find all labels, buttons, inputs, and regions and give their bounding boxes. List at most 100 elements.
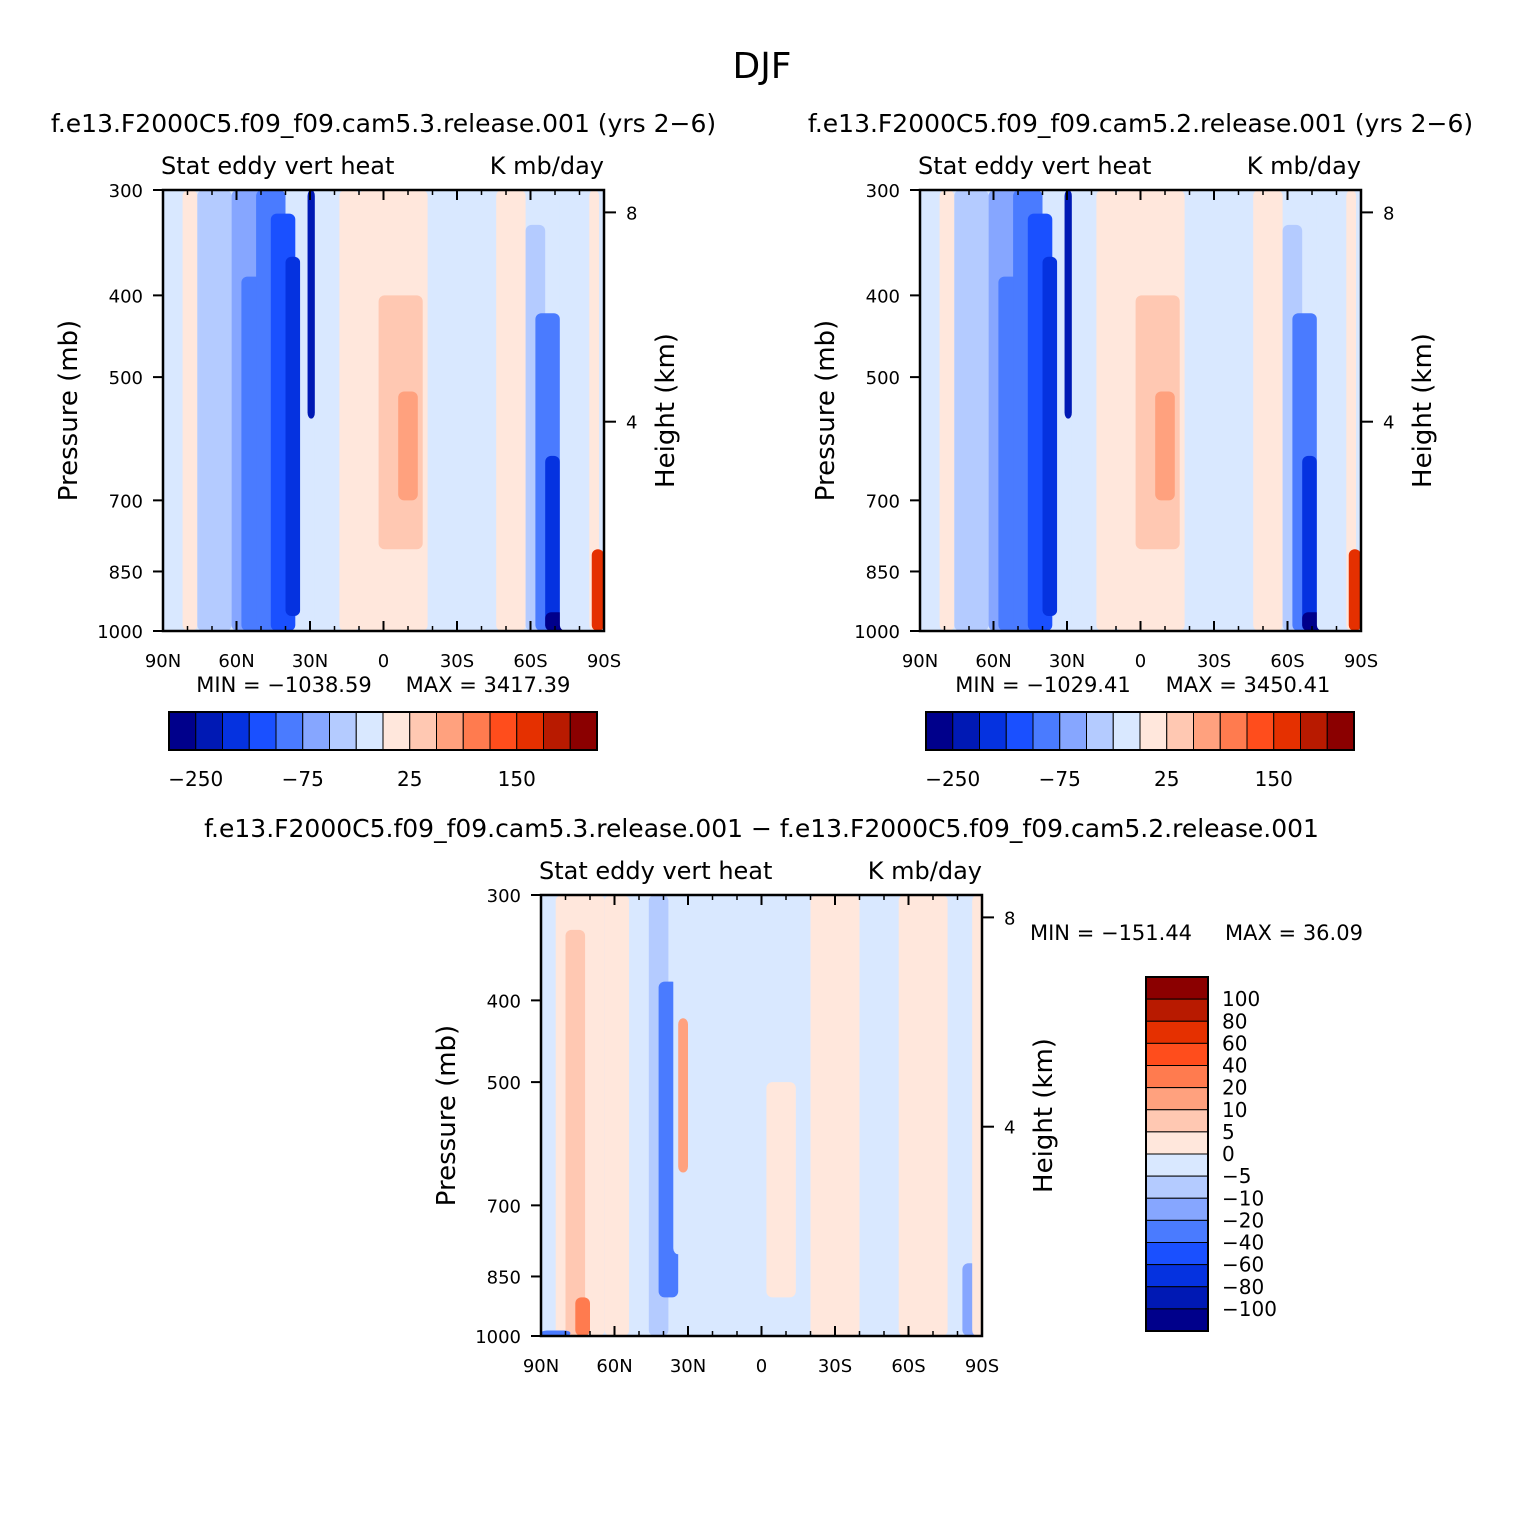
contour-region <box>314 190 340 631</box>
contour-region <box>545 455 560 631</box>
max-label: MAX = 36.09 <box>1225 921 1363 945</box>
x-tick-label: 60N <box>218 651 254 672</box>
y-tick-label: 300 <box>487 886 521 907</box>
colorbar-box <box>1219 711 1248 751</box>
colorbar-box <box>1145 1308 1209 1332</box>
panel-title: f.e13.F2000C5.f09_f09.cam5.3.release.001… <box>51 109 716 138</box>
panel-title: f.e13.F2000C5.f09_f09.cam5.2.release.001… <box>808 109 1473 138</box>
colorbar-box <box>1005 711 1034 751</box>
y2-axis-label: Height (km) <box>1408 333 1438 488</box>
contour-region <box>939 190 955 631</box>
contour-region <box>1253 190 1283 631</box>
contour-region <box>859 895 899 1336</box>
contour-region <box>1302 455 1317 631</box>
y-tick-label: 300 <box>109 181 143 202</box>
y-axis-label: Pressure (mb) <box>811 320 841 501</box>
x-tick-label: 30N <box>1049 651 1085 672</box>
contour-region <box>898 895 948 1336</box>
y2-tick-label: 8 <box>1383 203 1394 224</box>
min-label: MIN = −1038.59 <box>196 673 371 697</box>
contour-region <box>1155 391 1175 501</box>
x-tick-label: 30S <box>1197 651 1231 672</box>
y-tick-label: 1000 <box>475 1327 521 1348</box>
colorbar-label: −250 <box>168 767 223 791</box>
contour-region <box>947 895 968 1336</box>
colorbar-box <box>248 711 277 751</box>
colorbar-label: 150 <box>1255 767 1293 791</box>
colorbar-label: 40 <box>1222 1054 1247 1078</box>
colorbar-box <box>1300 711 1328 751</box>
x-tick-label: 60N <box>596 1356 632 1377</box>
colorbar-label: −100 <box>1222 1297 1277 1321</box>
colorbar-box <box>1145 1286 1209 1310</box>
colorbar-box <box>1145 998 1209 1022</box>
colorbar-box <box>1145 1264 1209 1288</box>
y-tick-label: 850 <box>487 1267 521 1288</box>
contour-region <box>678 1018 688 1173</box>
colorbar-box <box>952 711 980 751</box>
contour-region <box>658 981 679 1298</box>
panel-1: f.e13.F2000C5.f09_f09.cam5.3.release.001… <box>51 109 716 672</box>
colorbar-label: 80 <box>1222 1009 1247 1033</box>
y2-tick-label: 4 <box>1383 413 1394 434</box>
colorbar-box <box>1059 711 1087 751</box>
x-tick-label: 30N <box>292 651 328 672</box>
left-string: Stat eddy vert heat <box>539 857 772 885</box>
contour-region <box>559 190 590 631</box>
contour-region <box>541 895 556 1336</box>
colorbar-label: 25 <box>397 767 422 791</box>
y-tick-label: 1000 <box>97 622 143 643</box>
contour-region <box>339 190 359 631</box>
x-tick-label: 90N <box>523 1356 559 1377</box>
colorbar-label: 60 <box>1222 1031 1247 1055</box>
colorbar-label: −75 <box>282 767 324 791</box>
colorbar-label: 100 <box>1222 987 1260 1011</box>
contour-region <box>541 1330 571 1336</box>
colorbar-box <box>1145 1175 1209 1199</box>
x-tick-label: 90S <box>1344 651 1378 672</box>
min-label: MIN = −151.44 <box>1030 921 1192 945</box>
contour-region <box>1302 612 1322 631</box>
colorbar-box <box>1032 711 1061 751</box>
colorbar-label: 10 <box>1222 1098 1247 1122</box>
y2-tick-label: 4 <box>626 413 637 434</box>
x-tick-label: 90N <box>902 651 938 672</box>
colorbar-box <box>1112 711 1141 751</box>
contour-region <box>1071 190 1097 631</box>
colorbar-label: −250 <box>925 767 980 791</box>
colorbar-box <box>355 711 384 751</box>
colorbar-frame <box>168 711 598 751</box>
y-tick-label: 700 <box>109 491 143 512</box>
contour-region <box>591 549 604 631</box>
colorbar-box <box>569 711 598 751</box>
colorbar-box <box>1273 711 1301 751</box>
colorbar-box <box>275 711 304 751</box>
contour-region <box>920 190 940 631</box>
y-tick-label: 500 <box>487 1073 521 1094</box>
colorbar-label: 20 <box>1222 1076 1247 1100</box>
contour-region <box>575 1297 590 1336</box>
colorbar-box <box>979 711 1007 751</box>
x-tick-label: 60S <box>891 1356 925 1377</box>
contour-region <box>1316 190 1347 631</box>
colorbar-label: −80 <box>1222 1275 1264 1299</box>
right-string: K mb/day <box>490 152 604 180</box>
y-tick-label: 700 <box>866 491 900 512</box>
colorbar-2: −250 −75 25 150 <box>925 711 1355 791</box>
colorbar-box <box>1166 711 1194 751</box>
contour-region <box>565 929 586 1336</box>
contour-region <box>688 895 733 1336</box>
colorbar-box <box>382 711 411 751</box>
colorbar-box <box>1145 1020 1209 1044</box>
left-string: Stat eddy vert heat <box>161 152 394 180</box>
colorbar-box <box>462 711 491 751</box>
colorbar-box <box>168 711 197 751</box>
y-tick-label: 300 <box>866 181 900 202</box>
colorbar-box <box>302 711 330 751</box>
y-tick-label: 700 <box>487 1196 521 1217</box>
max-label: MAX = 3417.39 <box>406 673 571 697</box>
panel-2: f.e13.F2000C5.f09_f09.cam5.2.release.001… <box>808 109 1473 672</box>
y-tick-label: 1000 <box>854 622 900 643</box>
